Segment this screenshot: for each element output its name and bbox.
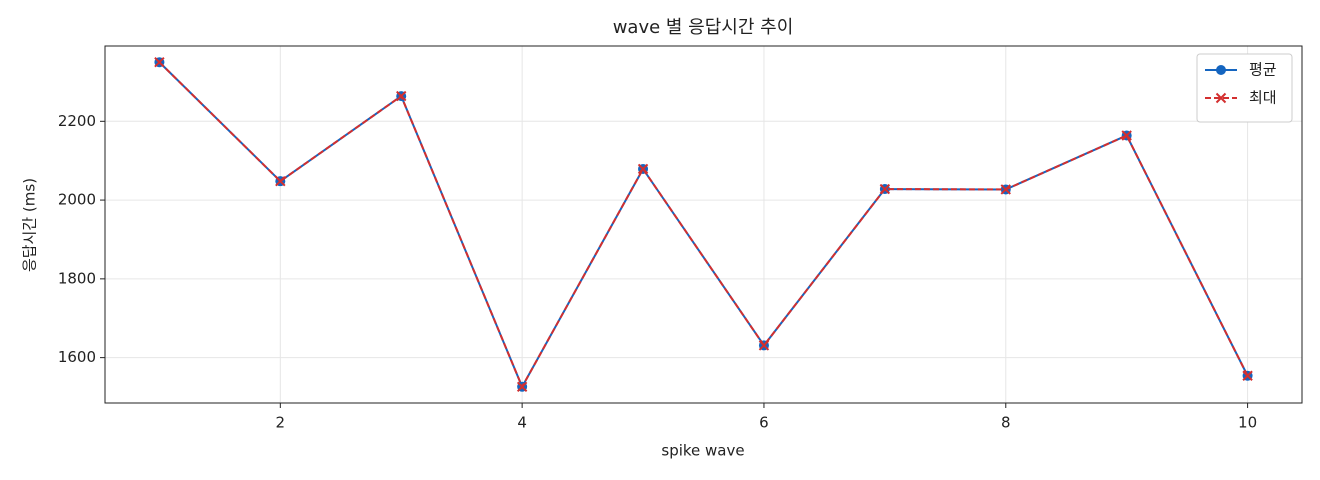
x-tick-label: 8 <box>1001 414 1011 432</box>
data-point <box>879 183 891 195</box>
y-axis-label: 응답시간 (ms) <box>21 178 39 272</box>
x-tick-label: 4 <box>517 414 527 432</box>
data-point <box>154 57 165 68</box>
y-tick-label: 2000 <box>58 191 96 209</box>
data-point <box>637 163 649 175</box>
x-axis-label: spike wave <box>661 442 744 460</box>
data-point <box>1121 130 1132 141</box>
chart-title: wave 별 응답시간 추이 <box>613 17 794 38</box>
series-line <box>158 61 1249 390</box>
plot-frame <box>104 45 1303 404</box>
legend-label: 평균 <box>1249 61 1277 79</box>
y-tick-label: 1600 <box>58 348 96 366</box>
x-tick-label: 2 <box>276 414 286 432</box>
data-point <box>1242 370 1253 381</box>
legend-marker <box>1215 92 1227 104</box>
x-tick-label: 10 <box>1238 414 1257 432</box>
legend-marker <box>1216 65 1226 75</box>
data-point <box>516 381 528 392</box>
y-tick-label: 1800 <box>58 269 96 287</box>
data-point <box>275 175 286 187</box>
data-point <box>1000 184 1011 195</box>
data-point <box>758 340 770 351</box>
legend-box <box>1196 53 1293 123</box>
x-tick-label: 6 <box>759 414 769 432</box>
legend-label: 최대 <box>1249 89 1277 107</box>
y-tick-label: 2200 <box>58 112 96 130</box>
data-point <box>396 90 407 102</box>
series-line <box>158 61 1249 390</box>
